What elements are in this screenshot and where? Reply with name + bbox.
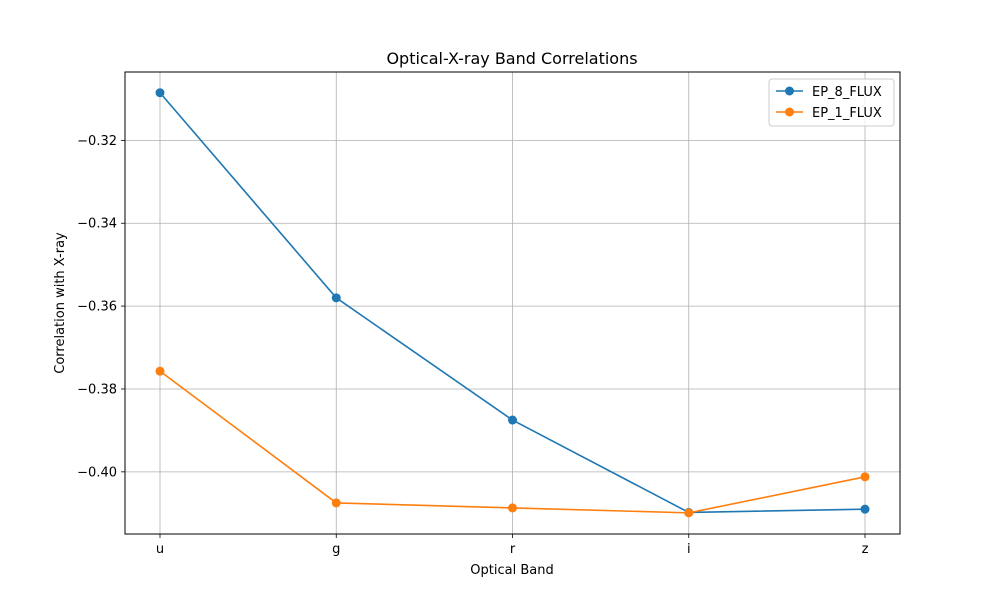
data-point-ep-8-flux — [860, 504, 870, 514]
x-tick-label: r — [510, 542, 516, 557]
x-axis-label: Optical Band — [470, 563, 553, 578]
data-point-ep-1-flux — [331, 498, 341, 508]
data-point-ep-8-flux — [331, 293, 341, 303]
y-axis: −0.32 −0.34 −0.36 −0.38 −0.40 — [77, 134, 125, 480]
y-tick-label: −0.36 — [77, 300, 117, 315]
legend: EP_8_FLUX EP_1_FLUX — [768, 78, 895, 127]
data-point-ep-8-flux — [508, 415, 517, 425]
legend-label-ep-8-flux: EP_8_FLUX — [812, 85, 882, 100]
data-point-ep-1-flux — [860, 472, 870, 482]
x-tick-label: z — [862, 542, 869, 557]
x-tick-label: g — [332, 542, 340, 557]
legend-marker-ep-1-flux — [785, 107, 794, 117]
data-point-ep-1-flux — [684, 508, 694, 518]
x-tick-label: u — [156, 542, 164, 557]
grid — [125, 72, 900, 534]
chart-title: Optical-X-ray Band Correlations — [386, 49, 637, 68]
y-axis-label: Correlation with X-ray — [53, 232, 68, 374]
y-tick-label: −0.34 — [77, 217, 117, 232]
y-tick-label: −0.32 — [77, 134, 117, 149]
legend-marker-ep-8-flux — [785, 86, 794, 96]
data-point-ep-1-flux — [155, 366, 165, 376]
data-point-ep-8-flux — [155, 88, 165, 98]
y-tick-label: −0.40 — [77, 465, 117, 480]
x-tick-label: i — [687, 542, 691, 557]
series-layer — [155, 88, 870, 518]
y-tick-label: −0.38 — [77, 382, 117, 397]
data-point-ep-1-flux — [508, 503, 517, 513]
legend-label-ep-1-flux: EP_1_FLUX — [812, 106, 882, 121]
